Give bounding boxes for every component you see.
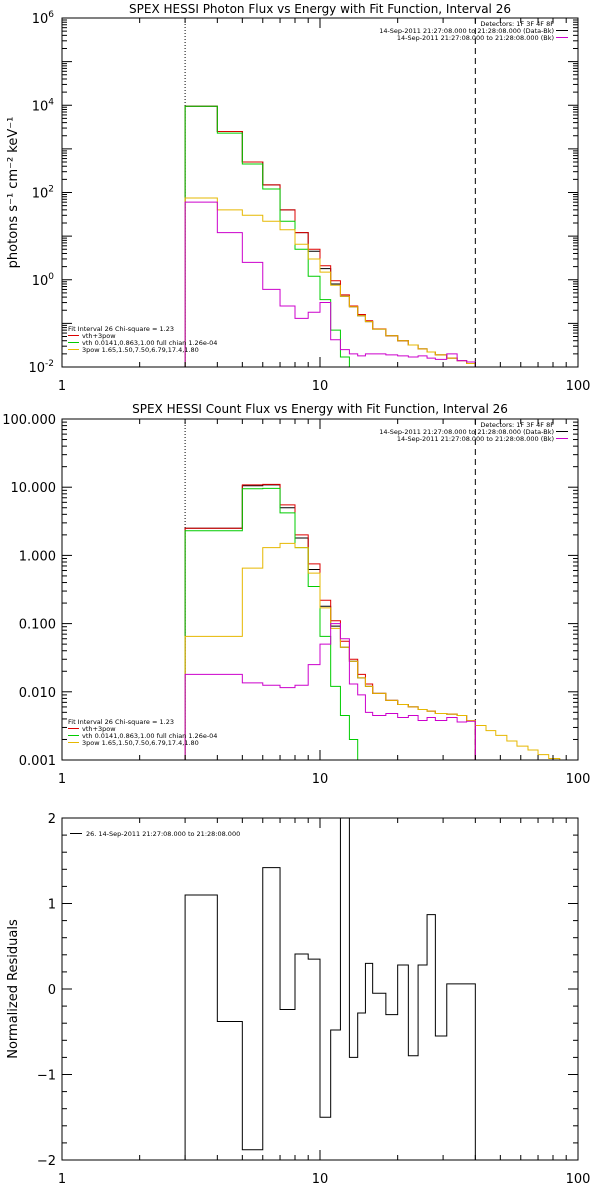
y-tick-base: 10 (32, 12, 49, 27)
y-tick-exponent: 6 (48, 10, 54, 20)
y-tick-label: 102 (32, 185, 54, 202)
legend-header: Fit Interval 26 Chi-square = 1.23 (68, 718, 174, 726)
y-tick-label: −1 (37, 1069, 56, 1084)
series-yellow (184, 542, 561, 760)
legend-entry-text: vth+3pow (82, 332, 116, 340)
legend-header: Detectors: 1F 3F 4F 8F (480, 421, 554, 429)
panel-1: SPEX HESSI Photon Flux vs Energy with Fi… (6, 2, 591, 394)
series-green (184, 105, 350, 367)
legend-entry-text: 26. 14-Sep-2011 21:27:08.000 to 21:28:08… (86, 830, 240, 838)
y-tick-base: 10 (32, 99, 49, 114)
x-tick-label: 100 (566, 772, 591, 787)
x-tick-label: 10 (312, 1172, 329, 1187)
y-tick-label: 2 (48, 812, 56, 827)
y-tick-label: 0.001 (19, 754, 56, 769)
y-tick-label: 1 (48, 898, 56, 913)
chart-title: SPEX HESSI Photon Flux vs Energy with Fi… (129, 2, 511, 16)
legend-entry-text: vth+3pow (82, 725, 116, 733)
legend-entry-text: 3pow 1.65,1.50,7.50,6.79,17.4,1.80 (82, 739, 199, 747)
legend-header: Detectors: 1F 3F 4F 8F (480, 20, 554, 28)
legend-entry-text: vth 0.0141,0.863,1.00 full chian 1.26e-0… (82, 732, 217, 740)
series-magenta (184, 623, 476, 760)
series-magenta (184, 201, 476, 367)
series-green (184, 487, 359, 760)
y-tick-label: −2 (37, 1154, 56, 1169)
y-tick-label: 106 (32, 10, 55, 27)
y-tick-label: 100.000 (2, 413, 56, 428)
y-tick-label: 0.100 (19, 618, 56, 633)
legend-entry-text: 14-Sep-2011 21:27:08.000 to 21:28:08.000… (397, 435, 554, 443)
y-tick-label: 1.000 (19, 549, 56, 564)
y-tick-exponent: 4 (48, 97, 54, 107)
x-tick-label: 100 (566, 1172, 591, 1187)
series-yellow (184, 197, 487, 367)
legend-entry-text: vth 0.0141,0.863,1.00 full chian 1.26e-0… (82, 339, 217, 347)
x-tick-label: 10 (312, 772, 329, 787)
legend-header: Fit Interval 26 Chi-square = 1.23 (68, 325, 174, 333)
y-tick-label: 104 (32, 97, 55, 114)
chart-title: SPEX HESSI Count Flux vs Energy with Fit… (132, 402, 508, 416)
y-tick-label: 100 (32, 272, 55, 289)
y-tick-exponent: 2 (48, 185, 54, 195)
legend-entry-text: 14-Sep-2011 21:27:08.000 to 21:28:08.000… (379, 27, 554, 35)
series-residuals (184, 818, 476, 1160)
y-tick-label: 10-2 (28, 359, 54, 376)
x-tick-label: 1 (58, 379, 66, 394)
legend-entry-text: 3pow 1.65,1.50,7.50,6.79,17.4,1.80 (82, 346, 199, 354)
y-axis-label: Normalized Residuals (6, 919, 21, 1059)
x-tick-label: 100 (566, 379, 591, 394)
panel-2: SPEX HESSI Count Flux vs Energy with Fit… (2, 402, 591, 787)
y-tick-exponent: 0 (48, 272, 54, 282)
x-tick-label: 10 (312, 379, 329, 394)
y-tick-base: 10 (32, 187, 49, 202)
panel-3: 1 10 100 −2 −1 0 1 2 Normalized Residuals 26. 14-… (6, 812, 590, 1187)
y-tick-exponent: -2 (45, 359, 54, 369)
y-tick-base: 10 (32, 274, 49, 289)
legend-entry-text: 14-Sep-2011 21:27:08.000 to 21:28:08.000… (397, 34, 554, 42)
y-tick-label: 0 (48, 983, 56, 998)
y-tick-label: 0.010 (19, 686, 56, 701)
x-tick-label: 1 (58, 1172, 66, 1187)
x-tick-label: 1 (58, 772, 66, 787)
plot-frame (61, 17, 579, 368)
y-tick-label: 10.000 (11, 481, 57, 496)
legend-entry-text: 14-Sep-2011 21:27:08.000 to 21:28:08.000… (379, 428, 554, 436)
y-tick-base: 10 (28, 361, 45, 376)
y-axis-label: photons s⁻¹ cm⁻² keV⁻¹ (6, 117, 21, 269)
